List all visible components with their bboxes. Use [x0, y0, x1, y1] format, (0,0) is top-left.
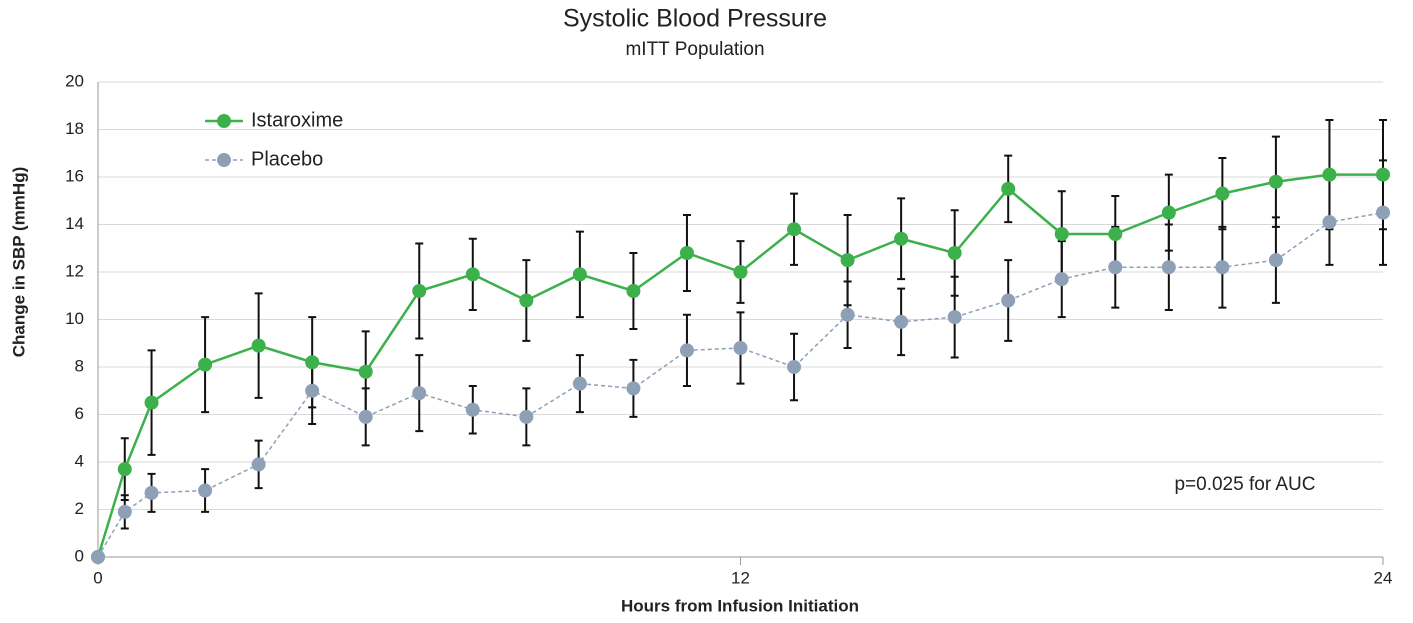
marker — [894, 231, 909, 246]
legend-marker — [217, 114, 231, 128]
marker — [1376, 205, 1390, 220]
marker — [1322, 167, 1337, 182]
y-tick-label: 14 — [65, 214, 84, 233]
marker — [1215, 186, 1230, 201]
marker — [679, 343, 694, 358]
y-tick-label: 10 — [65, 309, 84, 328]
marker — [733, 341, 748, 355]
marker — [947, 246, 962, 260]
marker — [626, 284, 641, 298]
y-tick-label: 16 — [65, 166, 84, 185]
marker — [465, 402, 480, 417]
marker — [1322, 215, 1337, 230]
legend-marker — [217, 153, 231, 167]
marker — [144, 485, 159, 500]
marker — [572, 267, 587, 282]
series-line — [96, 173, 1383, 558]
marker — [251, 338, 266, 353]
marker — [787, 222, 802, 237]
marker — [626, 381, 641, 396]
marker — [787, 360, 802, 374]
y-tick-label: 18 — [65, 119, 84, 138]
marker — [1108, 260, 1123, 275]
y-tick-label: 0 — [75, 546, 84, 565]
y-axis-label: Change in SBP (mmHg) — [9, 167, 28, 357]
marker — [679, 246, 694, 260]
marker — [947, 310, 962, 325]
marker — [465, 267, 480, 282]
x-tick-label: 12 — [731, 568, 750, 587]
marker — [144, 395, 159, 410]
marker — [1268, 253, 1283, 268]
marker — [117, 462, 132, 477]
marker — [1161, 205, 1176, 220]
chart-title: Systolic Blood Pressure — [563, 5, 827, 33]
marker — [251, 457, 266, 472]
y-tick-label: 20 — [65, 71, 84, 90]
y-tick-label: 8 — [75, 356, 84, 375]
marker — [358, 364, 373, 379]
x-tick-label: 0 — [93, 568, 102, 587]
marker — [1215, 260, 1230, 275]
marker — [412, 284, 427, 298]
marker — [1001, 181, 1016, 196]
marker — [198, 357, 213, 372]
y-tick-label: 2 — [75, 499, 84, 518]
marker — [305, 383, 320, 398]
marker — [519, 293, 534, 308]
marker — [1161, 260, 1176, 275]
marker — [358, 409, 373, 424]
marker — [840, 253, 855, 268]
marker — [1108, 227, 1123, 241]
marker — [198, 483, 213, 498]
marker — [519, 409, 534, 424]
marker — [1376, 167, 1390, 182]
chart-subtitle: mITT Population — [625, 39, 764, 60]
marker — [1001, 293, 1016, 308]
legend-label: Placebo — [251, 148, 323, 170]
marker — [733, 265, 748, 279]
marker — [1268, 174, 1283, 189]
x-tick-label: 24 — [1374, 568, 1393, 587]
annotation: p=0.025 for AUC — [1174, 474, 1315, 495]
y-tick-label: 4 — [75, 451, 84, 470]
marker — [1054, 227, 1069, 241]
series-line — [97, 211, 1384, 558]
marker — [894, 314, 909, 329]
marker — [572, 376, 587, 391]
x-axis-label: Hours from Infusion Initiation — [621, 596, 859, 615]
marker — [117, 504, 132, 519]
legend-label: Istaroxime — [251, 109, 343, 131]
y-tick-label: 12 — [65, 261, 84, 280]
marker — [412, 386, 427, 401]
marker — [305, 355, 320, 370]
y-tick-label: 6 — [75, 404, 84, 423]
marker — [840, 307, 855, 322]
marker — [1054, 272, 1069, 287]
marker — [91, 550, 105, 564]
